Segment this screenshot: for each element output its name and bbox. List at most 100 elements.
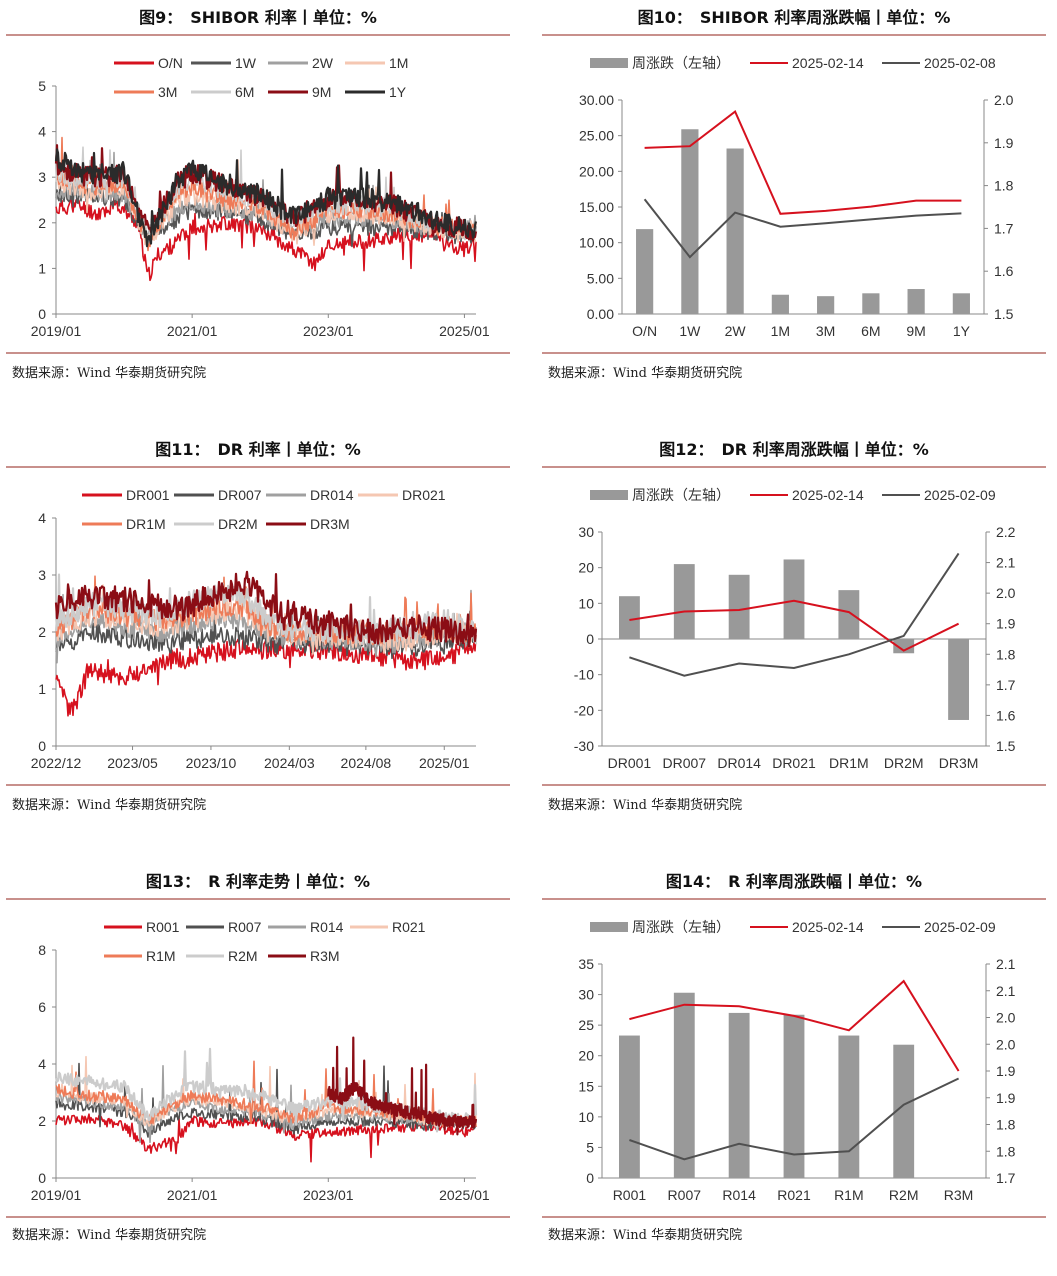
bar-dr014 bbox=[728, 574, 750, 639]
legend-swatch bbox=[590, 922, 628, 932]
y-tick-label: 0 bbox=[38, 738, 46, 754]
y2-tick-label: 2.0 bbox=[996, 1036, 1016, 1052]
y2-tick-label: 1.8 bbox=[996, 1143, 1016, 1159]
legend-label: R001 bbox=[146, 919, 180, 935]
y2-tick-label: 1.7 bbox=[996, 677, 1016, 693]
chart: 0 2 4 6 8 2019/01 2021/01 2023/01 2025/01 R001 R00… bbox=[31, 919, 490, 1203]
x-tick-label: R014 bbox=[722, 1187, 756, 1203]
legend-label: 周涨跌（左轴） bbox=[632, 55, 730, 71]
bar-on bbox=[636, 229, 654, 314]
y-tick-label: 20 bbox=[578, 1048, 594, 1064]
panel-shibor-rates: 图9： SHIBOR 利率丨单位：% 0 1 2 3 4 5 2019/01 2021/01 2… bbox=[4, 0, 512, 412]
y-tick-label: 4 bbox=[38, 510, 46, 526]
y-tick-label: 6 bbox=[38, 999, 46, 1015]
panel-dr-weekly-change: 图12： DR 利率周涨跌幅丨单位：% -30 -20 -10 0 10 20 30 1.5 1… bbox=[540, 432, 1048, 844]
legend-label: DR001 bbox=[126, 487, 170, 503]
legend-label: 2025-02-09 bbox=[924, 919, 996, 935]
x-tick-label: R001 bbox=[613, 1187, 647, 1203]
y-tick-label: 25 bbox=[578, 1017, 594, 1033]
bar-dr021 bbox=[783, 559, 805, 639]
title-divider bbox=[542, 466, 1046, 468]
source-note: 数据来源：Wind 华泰期货研究院 bbox=[12, 798, 207, 813]
bar-r2m bbox=[893, 1044, 915, 1178]
y-tick-label: 35 bbox=[578, 956, 594, 972]
x-tick-label: 3M bbox=[816, 323, 835, 339]
y2-tick-label: 2.0 bbox=[994, 92, 1014, 108]
chart-title: 图9： SHIBOR 利率丨单位：% bbox=[139, 8, 377, 27]
y-tick-label: 4 bbox=[38, 1056, 46, 1072]
y-tick-label: 15 bbox=[578, 1078, 594, 1094]
x-tick-label: DR021 bbox=[772, 755, 816, 771]
bar-1w bbox=[681, 129, 699, 314]
y-tick-label: 1 bbox=[38, 681, 46, 697]
y2-tick-label: 1.6 bbox=[996, 707, 1016, 723]
x-tick-label: 2023/01 bbox=[303, 1187, 354, 1203]
legend-label: 3M bbox=[158, 84, 177, 100]
y2-tick-label: 1.8 bbox=[994, 178, 1014, 194]
y-tick-label: 10.00 bbox=[579, 235, 614, 251]
x-tick-label: 2024/08 bbox=[341, 755, 392, 771]
y-tick-label: 0 bbox=[586, 631, 594, 647]
y2-tick-label: 1.8 bbox=[996, 646, 1016, 662]
x-tick-label: 1W bbox=[679, 323, 701, 339]
x-tick-label: 2023/05 bbox=[107, 755, 158, 771]
y-tick-label: 15.00 bbox=[579, 199, 614, 215]
y2-tick-label: 1.5 bbox=[994, 306, 1014, 322]
y-tick-label: 30 bbox=[578, 987, 594, 1003]
line-series-2025-02-14 bbox=[644, 110, 962, 215]
bar-r007 bbox=[673, 992, 695, 1178]
y-tick-label: 20.00 bbox=[579, 163, 614, 179]
x-tick-label: 6M bbox=[861, 323, 880, 339]
chart-title: 图13： R 利率走势丨单位：% bbox=[145, 872, 371, 891]
y2-tick-label: 2.1 bbox=[996, 956, 1016, 972]
line-series-2025-02-14 bbox=[629, 599, 960, 652]
source-note: 数据来源：Wind 华泰期货研究院 bbox=[548, 798, 743, 813]
y-tick-label: -20 bbox=[574, 702, 594, 718]
legend-label: DR3M bbox=[310, 516, 350, 532]
x-tick-label: 2025/01 bbox=[439, 323, 490, 339]
chart: 0 5 10 15 20 25 30 35 1.7 1.8 1.8 1.9 1.9 2.0 2.0 2.1 2.… bbox=[578, 919, 1016, 1203]
panel-shibor-weekly-change: 图10： SHIBOR 利率周涨跌幅丨单位：% 0.00 5.00 10.00 15.… bbox=[540, 0, 1048, 412]
legend-label: 2025-02-14 bbox=[792, 55, 864, 71]
x-tick-label: 2025/01 bbox=[419, 755, 470, 771]
legend-label: 1Y bbox=[389, 84, 407, 100]
y-tick-label: 0 bbox=[38, 1170, 46, 1186]
x-tick-label: DR3M bbox=[939, 755, 979, 771]
x-tick-label: 2023/01 bbox=[303, 323, 354, 339]
legend-label: DR2M bbox=[218, 516, 258, 532]
x-tick-label: 2022/12 bbox=[31, 755, 82, 771]
y-tick-label: 4 bbox=[38, 124, 46, 140]
chart-title: 图10： SHIBOR 利率周涨跌幅丨单位：% bbox=[637, 8, 951, 27]
y2-tick-label: 1.8 bbox=[996, 1117, 1016, 1133]
y-tick-label: 30 bbox=[578, 524, 594, 540]
legend-label: R3M bbox=[310, 948, 340, 964]
y-tick-label: 5.00 bbox=[587, 270, 614, 286]
y-tick-label: 2 bbox=[38, 624, 46, 640]
legend-label: 周涨跌（左轴） bbox=[632, 487, 730, 503]
y-tick-label: -10 bbox=[574, 667, 594, 683]
y-tick-label: 3 bbox=[38, 169, 46, 185]
y-tick-label: 20 bbox=[578, 560, 594, 576]
panel-dr-rates: 图11： DR 利率丨单位：% 0 1 2 3 4 2022/12 2023/05 2023/… bbox=[4, 432, 512, 844]
x-tick-label: 2019/01 bbox=[31, 1187, 82, 1203]
y-tick-label: 3 bbox=[38, 567, 46, 583]
y2-tick-label: 2.1 bbox=[996, 983, 1016, 999]
x-tick-label: O/N bbox=[632, 323, 657, 339]
legend-label: 2W bbox=[312, 55, 334, 71]
y2-tick-label: 2.0 bbox=[996, 585, 1016, 601]
title-divider bbox=[6, 898, 510, 900]
y2-tick-label: 1.6 bbox=[994, 263, 1014, 279]
y-tick-label: 2 bbox=[38, 1113, 46, 1129]
bar-2w bbox=[726, 148, 744, 314]
legend-label: 2025-02-08 bbox=[924, 55, 996, 71]
legend-label: R021 bbox=[392, 919, 426, 935]
x-tick-label: 2025/01 bbox=[439, 1187, 490, 1203]
line-series-2025-02-09 bbox=[629, 552, 960, 677]
source-divider bbox=[542, 784, 1046, 786]
bar-dr1m bbox=[838, 590, 860, 639]
x-tick-label: 1Y bbox=[953, 323, 971, 339]
legend-label: R2M bbox=[228, 948, 258, 964]
legend-label: 1W bbox=[235, 55, 257, 71]
chart-title: 图14： R 利率周涨跌幅丨单位：% bbox=[665, 872, 923, 891]
x-tick-label: R1M bbox=[834, 1187, 864, 1203]
